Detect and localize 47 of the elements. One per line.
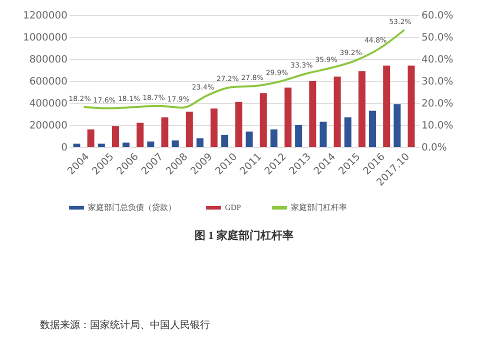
bar (87, 129, 94, 147)
bar (246, 132, 253, 147)
y2-tick-label: 50.0% (422, 32, 454, 44)
legend-label: 家庭部门杠杆率 (291, 202, 347, 212)
bar (196, 138, 204, 147)
text: 图 1 家庭部门杠杆率 (194, 229, 294, 242)
bar (383, 66, 390, 147)
bar (161, 117, 168, 147)
y2-tick-label: 20.0% (422, 98, 454, 110)
bar (172, 140, 179, 147)
y-tick-label: 1000000 (22, 32, 68, 44)
y-tick-label: 600000 (29, 76, 68, 88)
legend-label: GDP (225, 202, 242, 212)
bar (284, 88, 292, 147)
bar (320, 122, 327, 147)
bar (295, 125, 302, 147)
y-tick-label: 1200000 (22, 10, 68, 22)
bar (358, 71, 366, 147)
bar (344, 117, 352, 147)
legend-label: 家庭部门总负债（贷款） (88, 202, 176, 212)
bar (210, 108, 218, 147)
bar (136, 122, 144, 147)
bar (122, 142, 130, 147)
bar (408, 66, 415, 147)
bar (186, 112, 193, 147)
bar (309, 81, 316, 147)
bar (235, 102, 242, 147)
bar (73, 144, 80, 147)
y2-tick-label: 30.0% (422, 76, 454, 88)
bar (221, 134, 228, 147)
y2-tick-label: 10.0% (422, 120, 454, 132)
y2-tick-label: 40.0% (422, 54, 454, 66)
y-tick-label: 400000 (29, 98, 68, 110)
y-tick-label: 0 (61, 142, 68, 154)
bar (260, 93, 267, 147)
bar (394, 104, 401, 147)
y2-tick-label: 60.0% (422, 10, 454, 22)
bar (112, 126, 119, 147)
bar (270, 129, 278, 147)
bar (98, 144, 105, 147)
bar (334, 76, 341, 147)
bar (147, 142, 154, 147)
y-tick-label: 200000 (29, 120, 68, 132)
bar (369, 110, 376, 147)
y-tick-label: 800000 (29, 54, 68, 66)
source-note: 数据来源：国家统计局、中国人民银行 (40, 318, 210, 332)
y2-tick-label: 0.0% (422, 142, 447, 154)
